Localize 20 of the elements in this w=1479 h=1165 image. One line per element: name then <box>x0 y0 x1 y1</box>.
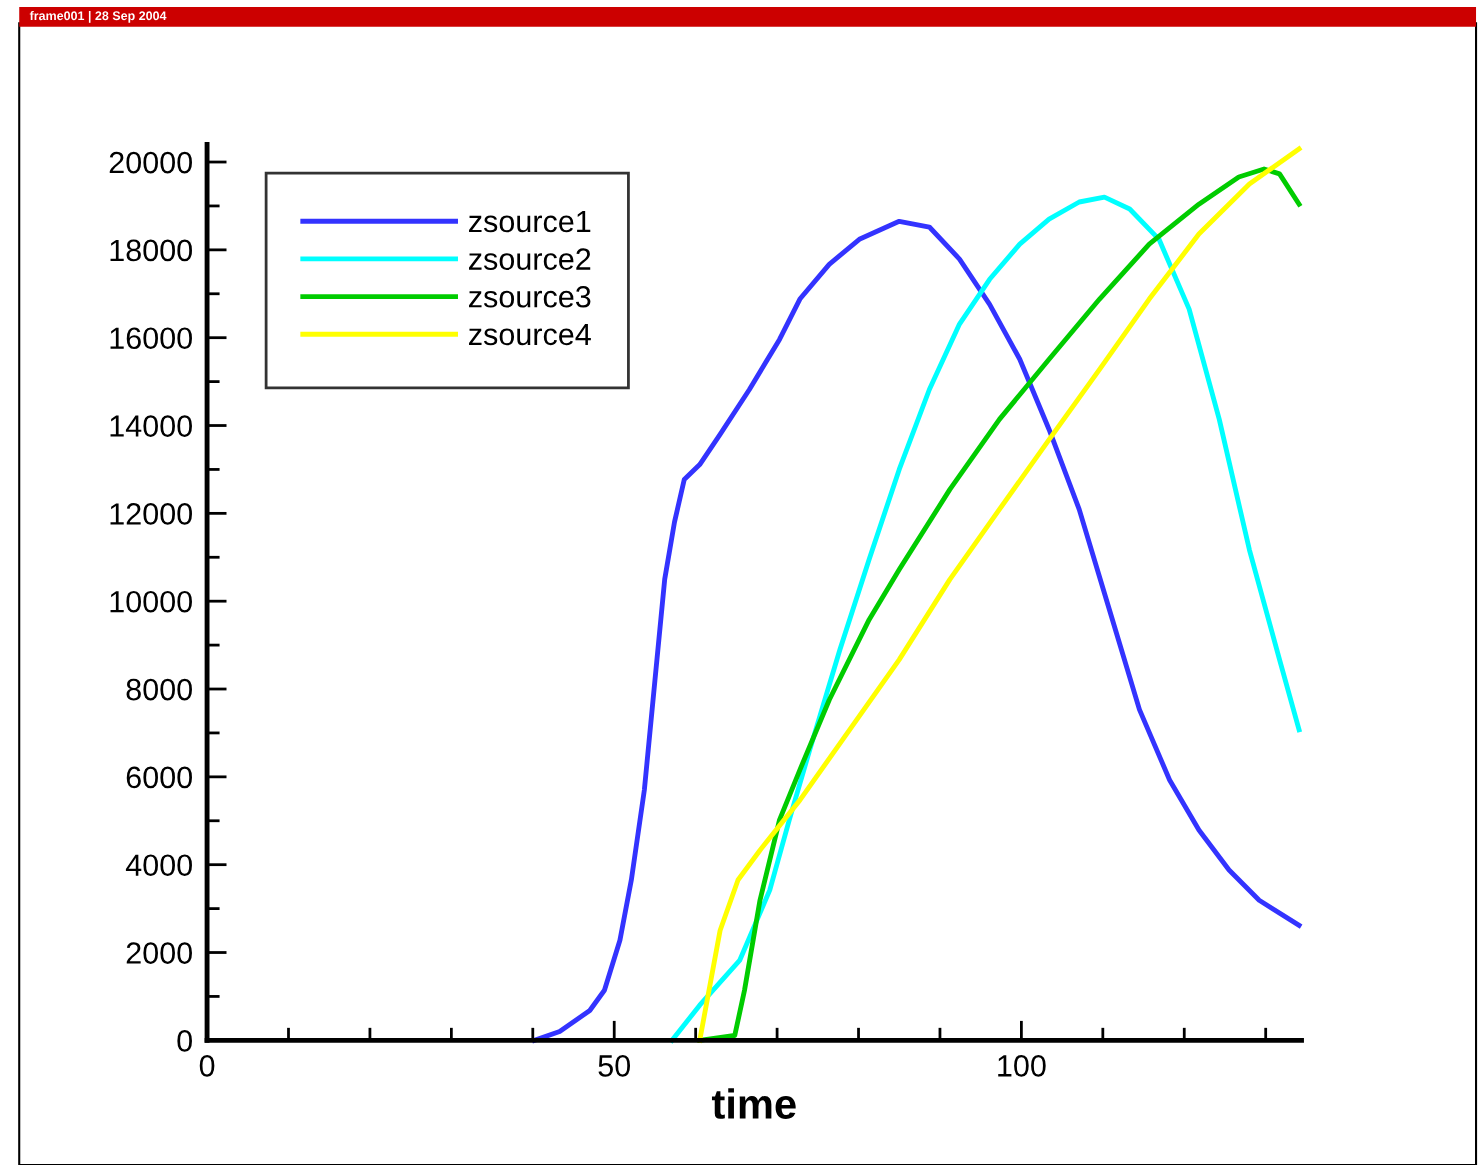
y-tick-label: 18000 <box>110 239 192 262</box>
y-tick-label: 10000 <box>110 590 192 613</box>
y-tick-label: 2000 <box>126 942 192 964</box>
legend-label: zsource1 <box>469 210 591 233</box>
text: frame001 | 28 Sep 2004 <box>29 10 167 23</box>
y-tick-label: 12000 <box>110 503 192 525</box>
legend-label: zsource4 <box>469 323 591 346</box>
y-tick-label: 4000 <box>125 854 192 877</box>
y-tick-label: 6000 <box>126 766 192 789</box>
y-tick-label: 14000 <box>110 415 192 437</box>
y-tick-label: 0 <box>177 1030 192 1052</box>
x-tick-label: 100 <box>998 1055 1046 1077</box>
x-tick-label: 50 <box>598 1055 631 1077</box>
y-tick-label: 8000 <box>126 678 192 701</box>
legend-label: zsource2 <box>469 248 591 270</box>
x-axis-title: time <box>711 1088 796 1119</box>
legend-label: zsource3 <box>469 285 591 308</box>
x-tick-label: 0 <box>199 1055 215 1077</box>
y-tick-label: 16000 <box>110 327 192 350</box>
y-tick-label: 20000 <box>109 151 192 174</box>
